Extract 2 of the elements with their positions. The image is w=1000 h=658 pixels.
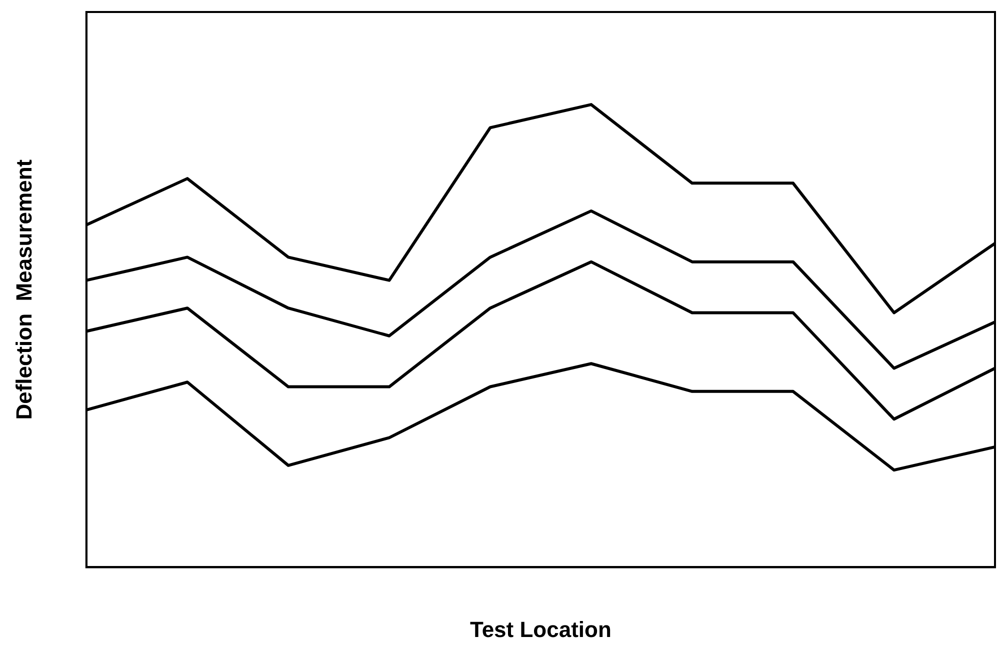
x-axis-title: Test Location bbox=[470, 616, 612, 642]
y-axis-title: Deflection Measurement bbox=[11, 158, 36, 420]
